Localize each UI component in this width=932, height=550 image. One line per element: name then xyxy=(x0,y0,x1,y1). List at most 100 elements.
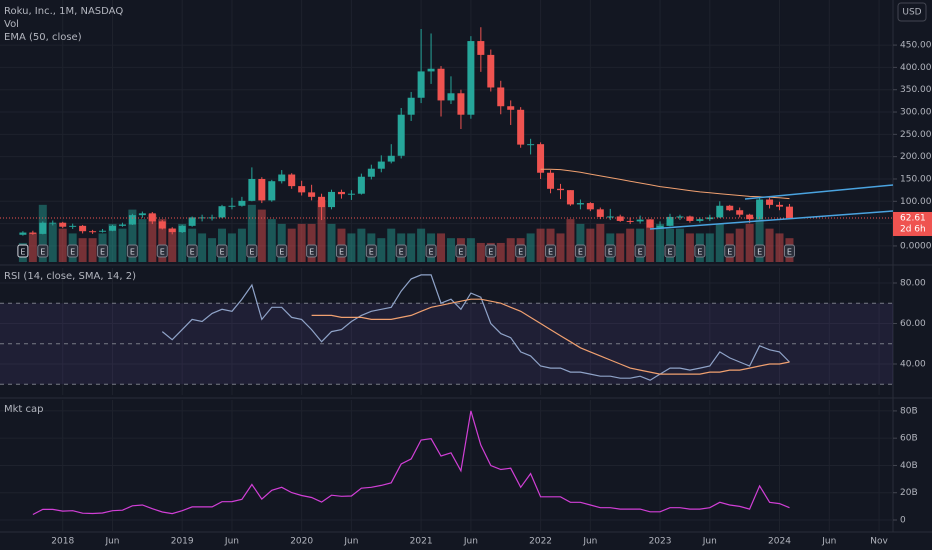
x-tick-label: Jun xyxy=(224,537,239,547)
candle-body xyxy=(29,232,37,234)
candle-body xyxy=(318,196,326,208)
earnings-icon xyxy=(306,244,318,258)
volume-bar xyxy=(48,223,57,262)
candle-body xyxy=(108,225,116,231)
candle-body xyxy=(99,230,107,232)
candle-body xyxy=(547,172,555,189)
volume-bar xyxy=(287,228,296,262)
candle-body xyxy=(616,216,624,221)
y-tick-label: 250.00 xyxy=(900,130,932,140)
candle-body xyxy=(656,225,664,228)
candle-body xyxy=(477,41,485,55)
earnings-icon xyxy=(604,244,616,258)
earnings-icon xyxy=(754,244,766,258)
volume-bar xyxy=(566,219,575,262)
series-line xyxy=(32,410,790,516)
candle-body xyxy=(89,231,97,233)
earnings-label: E xyxy=(488,248,493,257)
volume-bar xyxy=(626,228,635,262)
earnings-label: E xyxy=(219,248,224,257)
candle-body xyxy=(785,206,793,218)
earnings-label: E xyxy=(518,248,523,257)
earnings-icon xyxy=(515,244,527,258)
earnings-icon xyxy=(545,244,557,258)
candle-body xyxy=(298,186,306,193)
volume-bar xyxy=(596,223,605,262)
candle-body xyxy=(636,219,644,222)
candle-body xyxy=(168,228,176,233)
earnings-icon xyxy=(186,244,198,258)
currency-button[interactable] xyxy=(897,2,927,22)
y-tick-label: 60.00 xyxy=(900,319,926,329)
x-tick-label: Jun xyxy=(702,537,717,547)
x-tick-label: Nov xyxy=(870,537,888,547)
volume-bar xyxy=(237,228,246,262)
volume-bar xyxy=(446,238,455,262)
earnings-icon xyxy=(724,244,736,258)
volume-bar xyxy=(317,200,326,262)
earnings-label: E xyxy=(548,248,553,257)
last-price: 62.61 xyxy=(900,213,926,223)
candle-body xyxy=(776,204,784,207)
volume-bar xyxy=(616,233,625,262)
y-tick-label: 40B xyxy=(900,461,918,471)
candle-body xyxy=(178,225,186,233)
earnings-icon xyxy=(574,244,586,258)
x-tick-label: Jun xyxy=(104,537,119,547)
candle-body xyxy=(69,225,77,227)
volume-bar xyxy=(466,238,475,262)
earnings-label: E xyxy=(20,248,25,257)
legend-ema: EMA (50, close) xyxy=(4,32,82,43)
volume-bar xyxy=(247,204,256,262)
earnings-icon xyxy=(335,244,347,258)
volume-bar xyxy=(576,223,585,262)
earnings-label: E xyxy=(249,248,254,257)
candle-body xyxy=(626,220,634,222)
volume-bar xyxy=(407,233,416,262)
currency[interactable]: USD xyxy=(902,8,921,18)
candle-body xyxy=(756,199,764,220)
candle-body xyxy=(696,219,704,221)
earnings-icon xyxy=(485,244,497,258)
candle-body xyxy=(517,109,525,145)
y-tick-label: 350.00 xyxy=(900,85,932,95)
volume-bar xyxy=(476,242,485,262)
volume-bar xyxy=(506,238,515,262)
candle-body xyxy=(427,68,435,72)
y-tick-label: 0.0000 xyxy=(900,241,932,251)
rsi-title: RSI (14, close, SMA, 14, 2) xyxy=(4,271,136,282)
candle-body xyxy=(586,203,594,210)
volume-bar xyxy=(357,228,366,262)
earnings-icon xyxy=(783,244,795,258)
earnings-icon xyxy=(67,244,79,258)
y-tick-label: 0 xyxy=(900,516,906,526)
candle-body xyxy=(308,192,316,197)
trend-line xyxy=(649,210,894,230)
candle-body xyxy=(337,191,345,195)
earnings-icon xyxy=(694,244,706,258)
volume-bar xyxy=(78,238,87,262)
earnings-label: E xyxy=(399,248,404,257)
candle-body xyxy=(467,41,475,115)
x-tick-label: 2022 xyxy=(529,537,552,547)
candle-body xyxy=(766,199,774,205)
candle-body xyxy=(666,216,674,226)
volume-bar xyxy=(198,233,207,262)
earnings-label: E xyxy=(190,248,195,257)
x-tick-label: Jun xyxy=(343,537,358,547)
candle-body xyxy=(527,144,535,146)
earnings-icon xyxy=(664,244,676,258)
x-tick-label: 2021 xyxy=(410,537,433,547)
volume-bar xyxy=(108,223,117,262)
last-price-box xyxy=(893,211,932,236)
volume-bar xyxy=(257,209,266,262)
y-tick-label: 300.00 xyxy=(900,108,932,118)
volume-bar xyxy=(496,242,505,262)
candle-body xyxy=(198,217,206,219)
chart-title: Roku, Inc., 1M, NASDAQ xyxy=(4,6,123,17)
candle-body xyxy=(397,114,405,156)
volume-bar xyxy=(178,223,187,262)
volume-bar xyxy=(88,238,97,262)
earnings-label: E xyxy=(309,248,314,257)
y-tick-label: 150.00 xyxy=(900,174,932,184)
